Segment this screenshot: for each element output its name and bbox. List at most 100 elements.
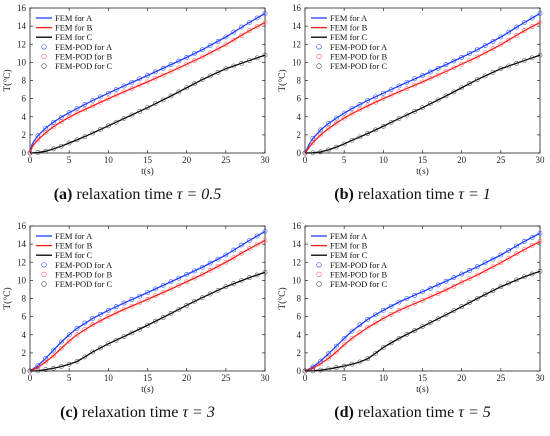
series-line-1 (304, 240, 541, 372)
x-tick-label: 5 (342, 155, 347, 165)
y-tick-label: 2 (22, 130, 27, 140)
series-marker-3 (459, 55, 465, 60)
series-marker-5 (443, 312, 449, 318)
series-marker-5 (27, 368, 33, 374)
series-marker-5 (98, 127, 103, 132)
series-marker-3 (326, 351, 331, 357)
y-tick-label: 8 (297, 294, 302, 304)
legend-marker-4 (41, 271, 47, 278)
series-marker-5 (231, 63, 237, 69)
legend-marker-4 (316, 53, 322, 60)
series-marker-5 (90, 349, 96, 355)
series-marker-4 (537, 20, 543, 25)
legend-marker-4 (41, 53, 47, 60)
caption-a-math: τ = 0.5 (176, 186, 222, 203)
series-marker-4 (333, 349, 339, 355)
series-marker-3 (318, 127, 324, 133)
series-marker-4 (498, 260, 504, 266)
series-marker-3 (341, 336, 347, 341)
x-axis-label: t(s) (416, 384, 429, 395)
series-marker-5 (380, 345, 386, 350)
series-marker-4 (90, 322, 96, 328)
series-marker-4 (529, 243, 535, 248)
series-marker-4 (373, 320, 378, 326)
caption-b-text: relaxation time (357, 186, 455, 203)
series-marker-4 (207, 50, 213, 56)
series-marker-3 (199, 47, 205, 53)
series-marker-5 (506, 63, 512, 69)
series-marker-4 (254, 242, 260, 247)
series-marker-3 (490, 256, 496, 262)
series-marker-3 (129, 79, 135, 85)
series-marker-3 (420, 73, 425, 78)
series-marker-4 (326, 126, 331, 131)
series-marker-5 (239, 278, 244, 283)
series-marker-4 (82, 326, 88, 332)
series-marker-5 (349, 361, 355, 367)
series-line-1 (29, 239, 266, 372)
series-marker-4 (380, 316, 386, 321)
series-marker-5 (310, 150, 316, 156)
x-tick-label: 15 (418, 373, 428, 383)
series-marker-5 (199, 295, 205, 300)
chart-panel-b: 0 5 10 15 20 25 30 0 2 4 6 8 10 12 14 16 t(s) T(°C) FEM fo… (275, 0, 550, 218)
series-marker-5 (105, 341, 111, 347)
series-marker-3 (380, 90, 386, 96)
series-marker-4 (90, 103, 96, 109)
series-marker-3 (427, 69, 433, 75)
series-line-2 (304, 54, 541, 154)
series-marker-3 (51, 347, 56, 353)
chart-a-svg: 0 5 10 15 20 25 30 0 2 4 6 8 10 12 14 16 t(s) T(°C) FEM fo… (2, 3, 270, 177)
series-marker-5 (529, 55, 535, 61)
series-marker-3 (82, 320, 88, 326)
series-marker-4 (427, 294, 433, 300)
series-marker-3 (90, 316, 96, 321)
caption-a: (a) relaxation time τ = 0.5 (0, 186, 275, 204)
plot-frame (29, 7, 266, 154)
y-tick-label: 0 (297, 366, 302, 376)
series-marker-3 (514, 243, 519, 249)
series-marker-4 (98, 99, 103, 105)
legend-label-0: FEM for A (330, 231, 368, 241)
series-marker-3 (176, 275, 182, 281)
caption-b-math: τ = 1 (458, 186, 491, 203)
series-marker-4 (467, 276, 472, 281)
series-marker-4 (365, 325, 371, 330)
series-marker-4 (262, 20, 268, 25)
series-marker-3 (341, 110, 347, 116)
series-marker-3 (121, 83, 127, 89)
series-marker-5 (498, 284, 504, 290)
series-marker-5 (412, 328, 418, 334)
series-marker-5 (51, 146, 56, 152)
legend-label-0: FEM for A (55, 13, 93, 23)
chart-d-svg: 0 5 10 15 20 25 30 0 2 4 6 8 10 12 14 16 t(s) T(°C) FEM fo… (277, 221, 545, 395)
series-marker-5 (490, 288, 496, 294)
series-marker-3 (443, 278, 449, 284)
y-tick-label: 16 (292, 3, 302, 13)
series-marker-3 (451, 58, 457, 64)
series-marker-4 (184, 61, 190, 67)
series-marker-4 (105, 314, 111, 320)
series-marker-4 (199, 272, 205, 277)
plot-frame (304, 7, 541, 154)
x-tick-label: 5 (67, 373, 72, 383)
series-marker-5 (404, 112, 410, 118)
series-marker-3 (435, 282, 441, 288)
series-marker-4 (412, 301, 418, 306)
series-marker-4 (326, 355, 331, 361)
legend-label-2: FEM for C (330, 32, 368, 42)
series-marker-4 (427, 75, 433, 81)
series-marker-4 (82, 107, 88, 112)
series-marker-3 (537, 11, 543, 16)
series-marker-5 (341, 363, 347, 369)
series-marker-4 (113, 92, 119, 98)
series-marker-3 (223, 252, 229, 258)
legend-label-5: FEM-POD for C (330, 61, 387, 71)
series-marker-3 (58, 114, 64, 120)
series-marker-5 (412, 108, 418, 114)
series-marker-5 (223, 284, 229, 290)
series-marker-5 (318, 149, 324, 155)
series-marker-4 (482, 50, 488, 56)
series-marker-5 (246, 58, 252, 63)
series-marker-3 (160, 65, 166, 71)
